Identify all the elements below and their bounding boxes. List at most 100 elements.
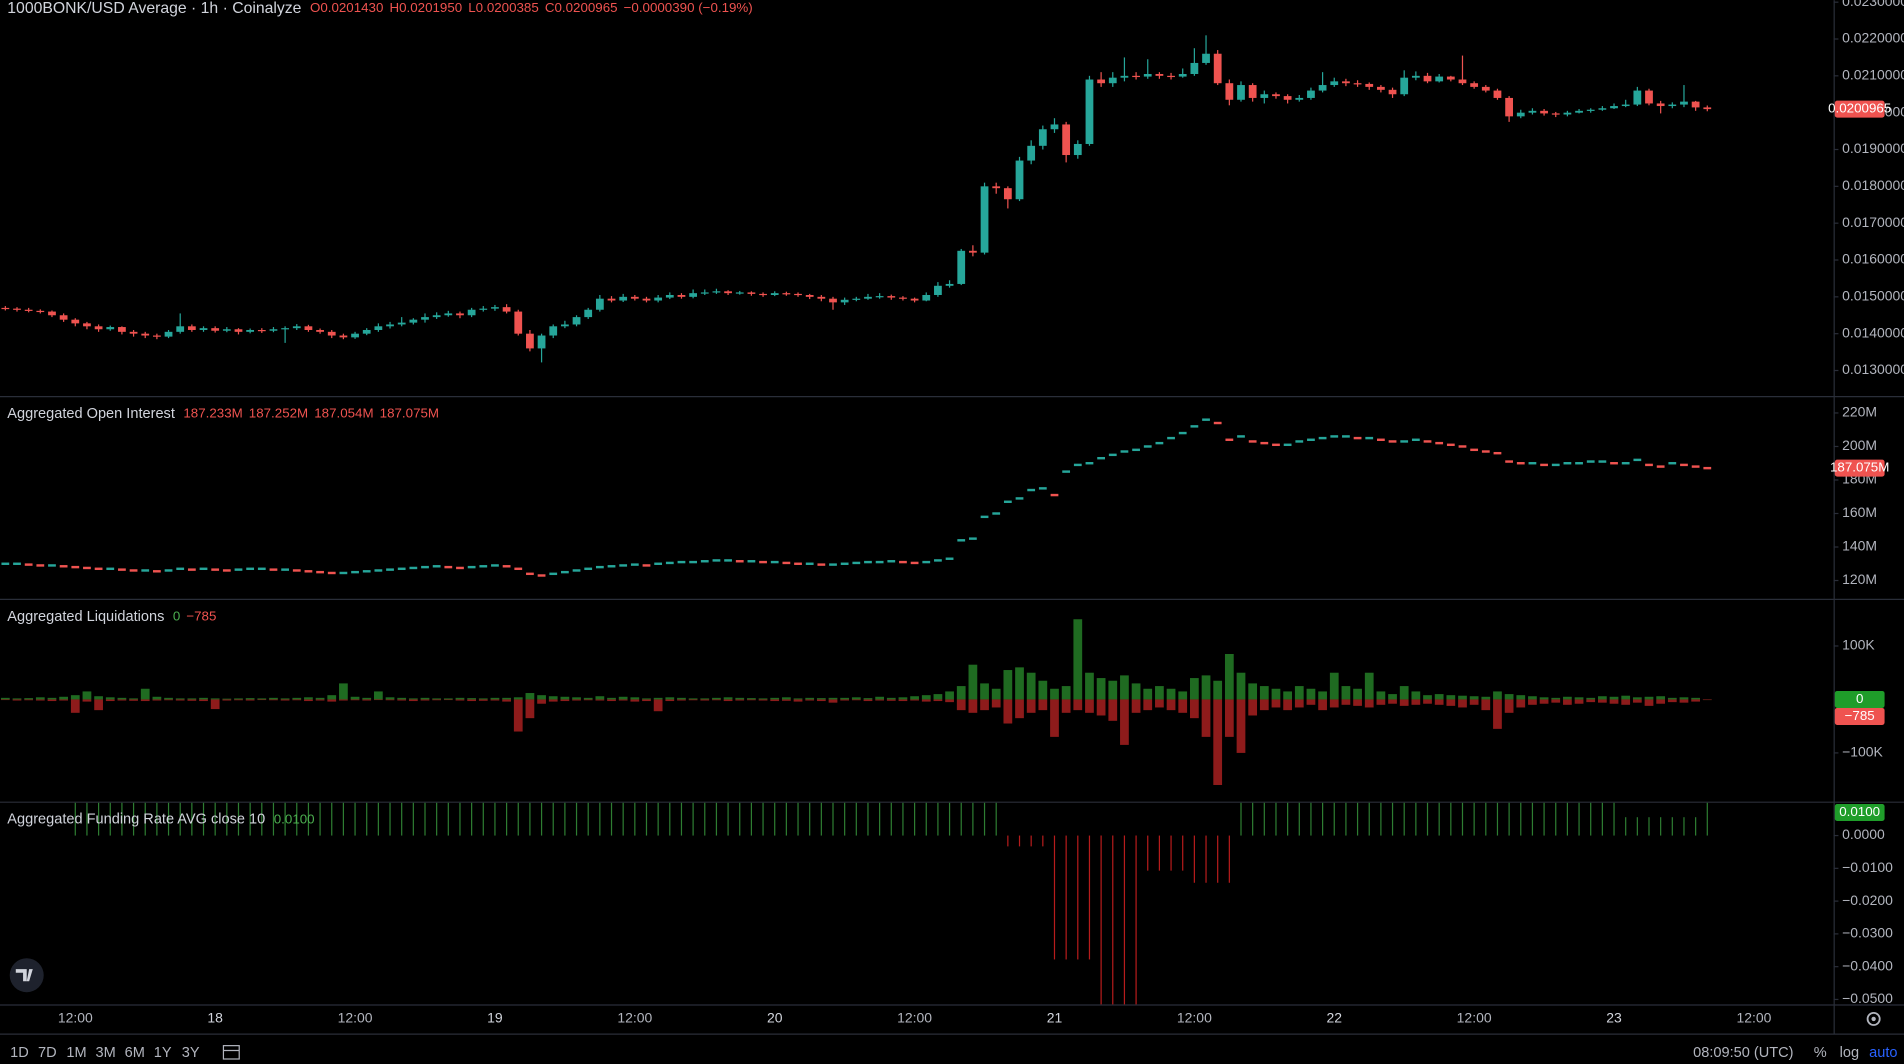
oi-mark <box>339 571 348 575</box>
price-badge <box>1834 707 1885 725</box>
candle-body <box>1551 113 1560 115</box>
liquidation-bar <box>583 699 593 701</box>
axis-option[interactable]: auto <box>1869 1045 1897 1061</box>
candle-body <box>83 323 91 327</box>
liquidation-bar <box>1213 699 1223 785</box>
candle-body <box>106 327 115 330</box>
oi-mark <box>1003 500 1012 503</box>
clock: 08:09:50 (UTC) <box>1693 1045 1793 1061</box>
candle-body <box>1400 77 1409 95</box>
liquidation-bar <box>1667 697 1677 700</box>
liquidation-bar <box>828 697 838 700</box>
oi-mark <box>1213 421 1222 425</box>
axis-option[interactable]: % <box>1814 1045 1827 1061</box>
candle-body <box>36 310 45 313</box>
oi-mark <box>1388 440 1397 443</box>
liquidation-bar <box>712 697 721 700</box>
liquidation-bar <box>315 699 325 701</box>
liquidation-bar <box>47 697 57 700</box>
candle-body <box>339 335 348 338</box>
liquidation-bar <box>1621 695 1631 700</box>
liquidation-bar <box>1061 699 1071 713</box>
liquidation-bar <box>94 696 103 700</box>
liquidation-bar <box>164 699 173 701</box>
candle-body <box>187 326 196 330</box>
liquidation-bar <box>105 697 115 700</box>
liquidation-bar <box>1085 672 1094 700</box>
axis-option[interactable]: log <box>1840 1045 1859 1061</box>
price-badge <box>1834 804 1885 821</box>
range-button[interactable]: 7D <box>38 1045 57 1061</box>
liquidation-bar <box>82 691 92 700</box>
liquidation-bar <box>816 699 826 702</box>
candle-body <box>934 285 942 296</box>
oi-mark <box>374 569 383 572</box>
candle-body <box>1120 75 1129 78</box>
oi-mark <box>630 563 639 566</box>
liquidation-bar <box>1621 699 1631 705</box>
liquidation-bar <box>910 696 919 700</box>
oi-mark <box>281 568 289 571</box>
price-badge <box>1834 100 1885 118</box>
liquidation-bar <box>1108 699 1118 721</box>
y-tick-label: 160M <box>1842 504 1877 520</box>
liquidation-bar <box>443 698 453 700</box>
candle-body <box>1668 104 1677 107</box>
x-tick-label: 22 <box>1326 1010 1342 1026</box>
range-button[interactable]: 3M <box>96 1045 116 1061</box>
liquidation-bar <box>455 699 465 701</box>
liquidation-bar <box>886 699 896 701</box>
liquidation-bar <box>793 699 803 702</box>
oi-mark <box>700 560 709 563</box>
candle-body <box>712 291 721 293</box>
candle-body <box>409 319 418 323</box>
liquidation-bar <box>502 699 511 702</box>
liquidation-bar <box>0 697 10 700</box>
x-tick-label: 12:00 <box>338 1010 373 1026</box>
liquidation-bar <box>653 697 663 700</box>
calendar-icon[interactable] <box>222 1045 240 1060</box>
oi-mark <box>840 562 849 565</box>
tradingview-logo[interactable] <box>9 958 44 993</box>
liquidation-bar <box>1224 699 1234 737</box>
liquidation-bar <box>292 699 302 701</box>
liquidation-bar <box>747 699 756 701</box>
oi-mark <box>141 569 150 572</box>
candle-body <box>910 298 919 301</box>
liquidation-bar <box>1271 688 1281 700</box>
candle-body <box>1680 101 1688 105</box>
range-button[interactable]: 1M <box>66 1045 86 1061</box>
oi-mark <box>13 562 21 565</box>
oi-mark <box>817 563 826 566</box>
range-button[interactable]: 3Y <box>182 1045 200 1061</box>
liquidation-bar <box>945 691 954 700</box>
oi-mark <box>479 565 488 568</box>
candle-body <box>1015 160 1024 200</box>
liquidation-bar <box>269 697 278 700</box>
oi-mark <box>1132 448 1140 452</box>
liquidation-bar <box>1015 699 1024 719</box>
candle-body <box>864 296 872 299</box>
x-tick-label: 19 <box>487 1010 503 1026</box>
range-button[interactable]: 6M <box>125 1045 145 1061</box>
liquidation-bar <box>1434 699 1444 705</box>
range-button[interactable]: 1Y <box>154 1045 172 1061</box>
liquidation-bar <box>35 699 45 701</box>
settings-gear[interactable] <box>1866 1011 1881 1026</box>
liquidation-bar <box>1248 699 1258 716</box>
liquidation-bar <box>350 699 360 701</box>
liquidation-bar <box>513 697 523 700</box>
oi-mark <box>607 565 616 568</box>
legend-value: 187.233M <box>183 406 242 421</box>
oi-mark <box>829 563 837 566</box>
liquidation-bar <box>956 686 966 700</box>
candle-body <box>374 326 383 330</box>
oi-mark <box>1505 460 1513 463</box>
candle-body <box>770 293 779 296</box>
liquidation-bar <box>630 697 640 700</box>
liquidation-bar <box>24 698 34 700</box>
candle-body <box>829 298 837 303</box>
oi-mark <box>1027 488 1036 492</box>
range-button[interactable]: 1D <box>10 1045 29 1061</box>
liquidation-bar <box>1539 697 1549 700</box>
